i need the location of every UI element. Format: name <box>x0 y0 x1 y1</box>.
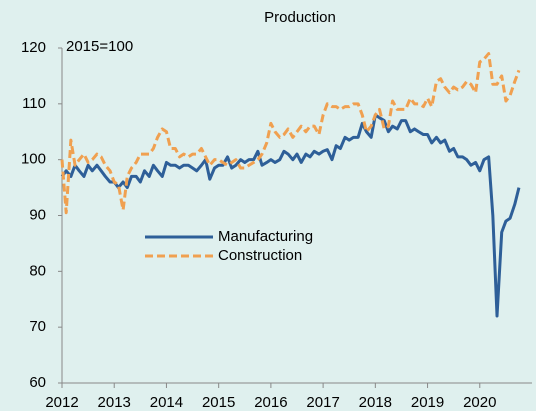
x-tick-label: 2012 <box>45 394 78 411</box>
legend-label: Manufacturing <box>218 228 313 245</box>
y-tick-label: 70 <box>29 318 46 335</box>
x-tick-label: 2018 <box>359 394 392 411</box>
y-tick-label: 100 <box>21 151 46 168</box>
y-tick-label: 80 <box>29 262 46 279</box>
x-tick-label: 2020 <box>463 394 496 411</box>
x-tick-label: 2013 <box>98 394 131 411</box>
series-line <box>60 113 521 318</box>
x-tick-label: 2016 <box>254 394 287 411</box>
x-tick-label: 2015 <box>202 394 235 411</box>
x-tick-label: 2019 <box>411 394 444 411</box>
y-tick-label: 90 <box>29 206 46 223</box>
legend-label: Construction <box>218 247 302 264</box>
annotation: 2015=100 <box>66 38 133 55</box>
x-tick-label: 2014 <box>150 394 183 411</box>
y-tick-label: 120 <box>21 39 46 56</box>
chart-title: Production <box>264 9 336 26</box>
y-tick-label: 60 <box>29 374 46 391</box>
y-tick-label: 110 <box>22 95 46 112</box>
x-tick-label: 2017 <box>306 394 339 411</box>
series-line <box>60 52 521 215</box>
